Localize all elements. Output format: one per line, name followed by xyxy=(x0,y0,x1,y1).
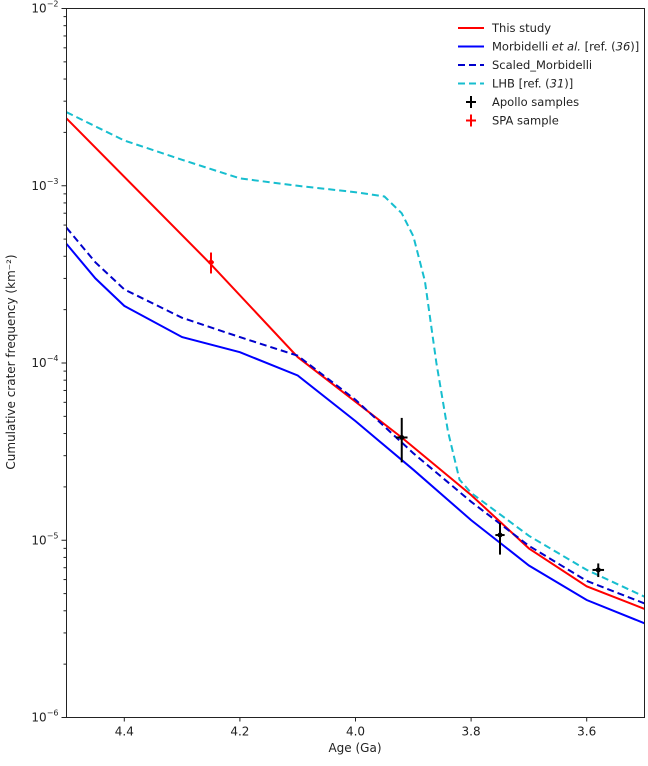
data-point-0-1 xyxy=(495,523,505,555)
legend-label: Apollo samples xyxy=(492,95,579,109)
legend-label: This study xyxy=(491,21,551,35)
legend-label-part: et al. xyxy=(552,40,581,54)
series-line-0 xyxy=(65,117,645,610)
legend-label: SPA sample xyxy=(492,114,559,128)
legend-label-part: )] xyxy=(564,77,573,91)
x-tick-label: 4.2 xyxy=(230,725,249,739)
point-marker xyxy=(208,259,214,265)
legend-label-part: Morbidelli xyxy=(492,40,552,54)
data-point-0-0 xyxy=(395,417,408,463)
plot-points xyxy=(208,252,605,578)
y-tick-label: 10−4 xyxy=(31,354,58,370)
x-tick-label: 3.8 xyxy=(462,725,481,739)
legend-label-part: LHB [ref. ( xyxy=(492,77,550,91)
legend-label-part: SPA sample xyxy=(492,114,559,128)
x-tick-label: 4.0 xyxy=(346,725,365,739)
legend-label-part: 36 xyxy=(616,40,631,54)
series-line-2 xyxy=(65,227,645,605)
point-marker xyxy=(399,434,405,440)
point-marker xyxy=(497,532,503,538)
y-tick-label: 10−3 xyxy=(31,177,58,193)
x-axis-label: Age (Ga) xyxy=(328,741,381,755)
y-tick-label: 10−2 xyxy=(31,0,58,16)
y-tick-label: 10−6 xyxy=(31,709,58,725)
x-axis: 4.4 4.2 4.0 3.8 3.6 xyxy=(115,717,596,739)
legend-label-part: Scaled_Morbidelli xyxy=(492,58,592,72)
legend-label: Scaled_Morbidelli xyxy=(492,58,592,72)
point-marker xyxy=(595,567,601,573)
legend-label: LHB [ref. (31)] xyxy=(492,77,573,91)
legend-label-part: Apollo samples xyxy=(492,95,579,109)
legend-label-part: 31 xyxy=(550,77,565,91)
legend-label-part: [ref. ( xyxy=(581,40,616,54)
y-tick-label: 10−5 xyxy=(31,531,58,547)
legend: This study Morbidelli et al. [ref. (36)] S… xyxy=(458,21,639,128)
legend-label: Morbidelli et al. [ref. (36)] xyxy=(492,40,639,54)
series-line-1 xyxy=(65,243,645,625)
series-line-3 xyxy=(66,111,645,598)
legend-label-part: This study xyxy=(491,21,551,35)
data-point-1-0 xyxy=(208,252,214,274)
data-point-0-2 xyxy=(592,563,605,578)
x-tick-label: 3.6 xyxy=(577,725,596,739)
y-axis: 10−2 10−3 10−4 10−5 10−6 xyxy=(31,0,67,725)
plot-lines xyxy=(65,111,645,625)
y-axis-label: Cumulative crater frequency (km⁻²) xyxy=(4,254,18,469)
x-tick-label: 4.4 xyxy=(115,725,134,739)
legend-label-part: )] xyxy=(630,40,639,54)
